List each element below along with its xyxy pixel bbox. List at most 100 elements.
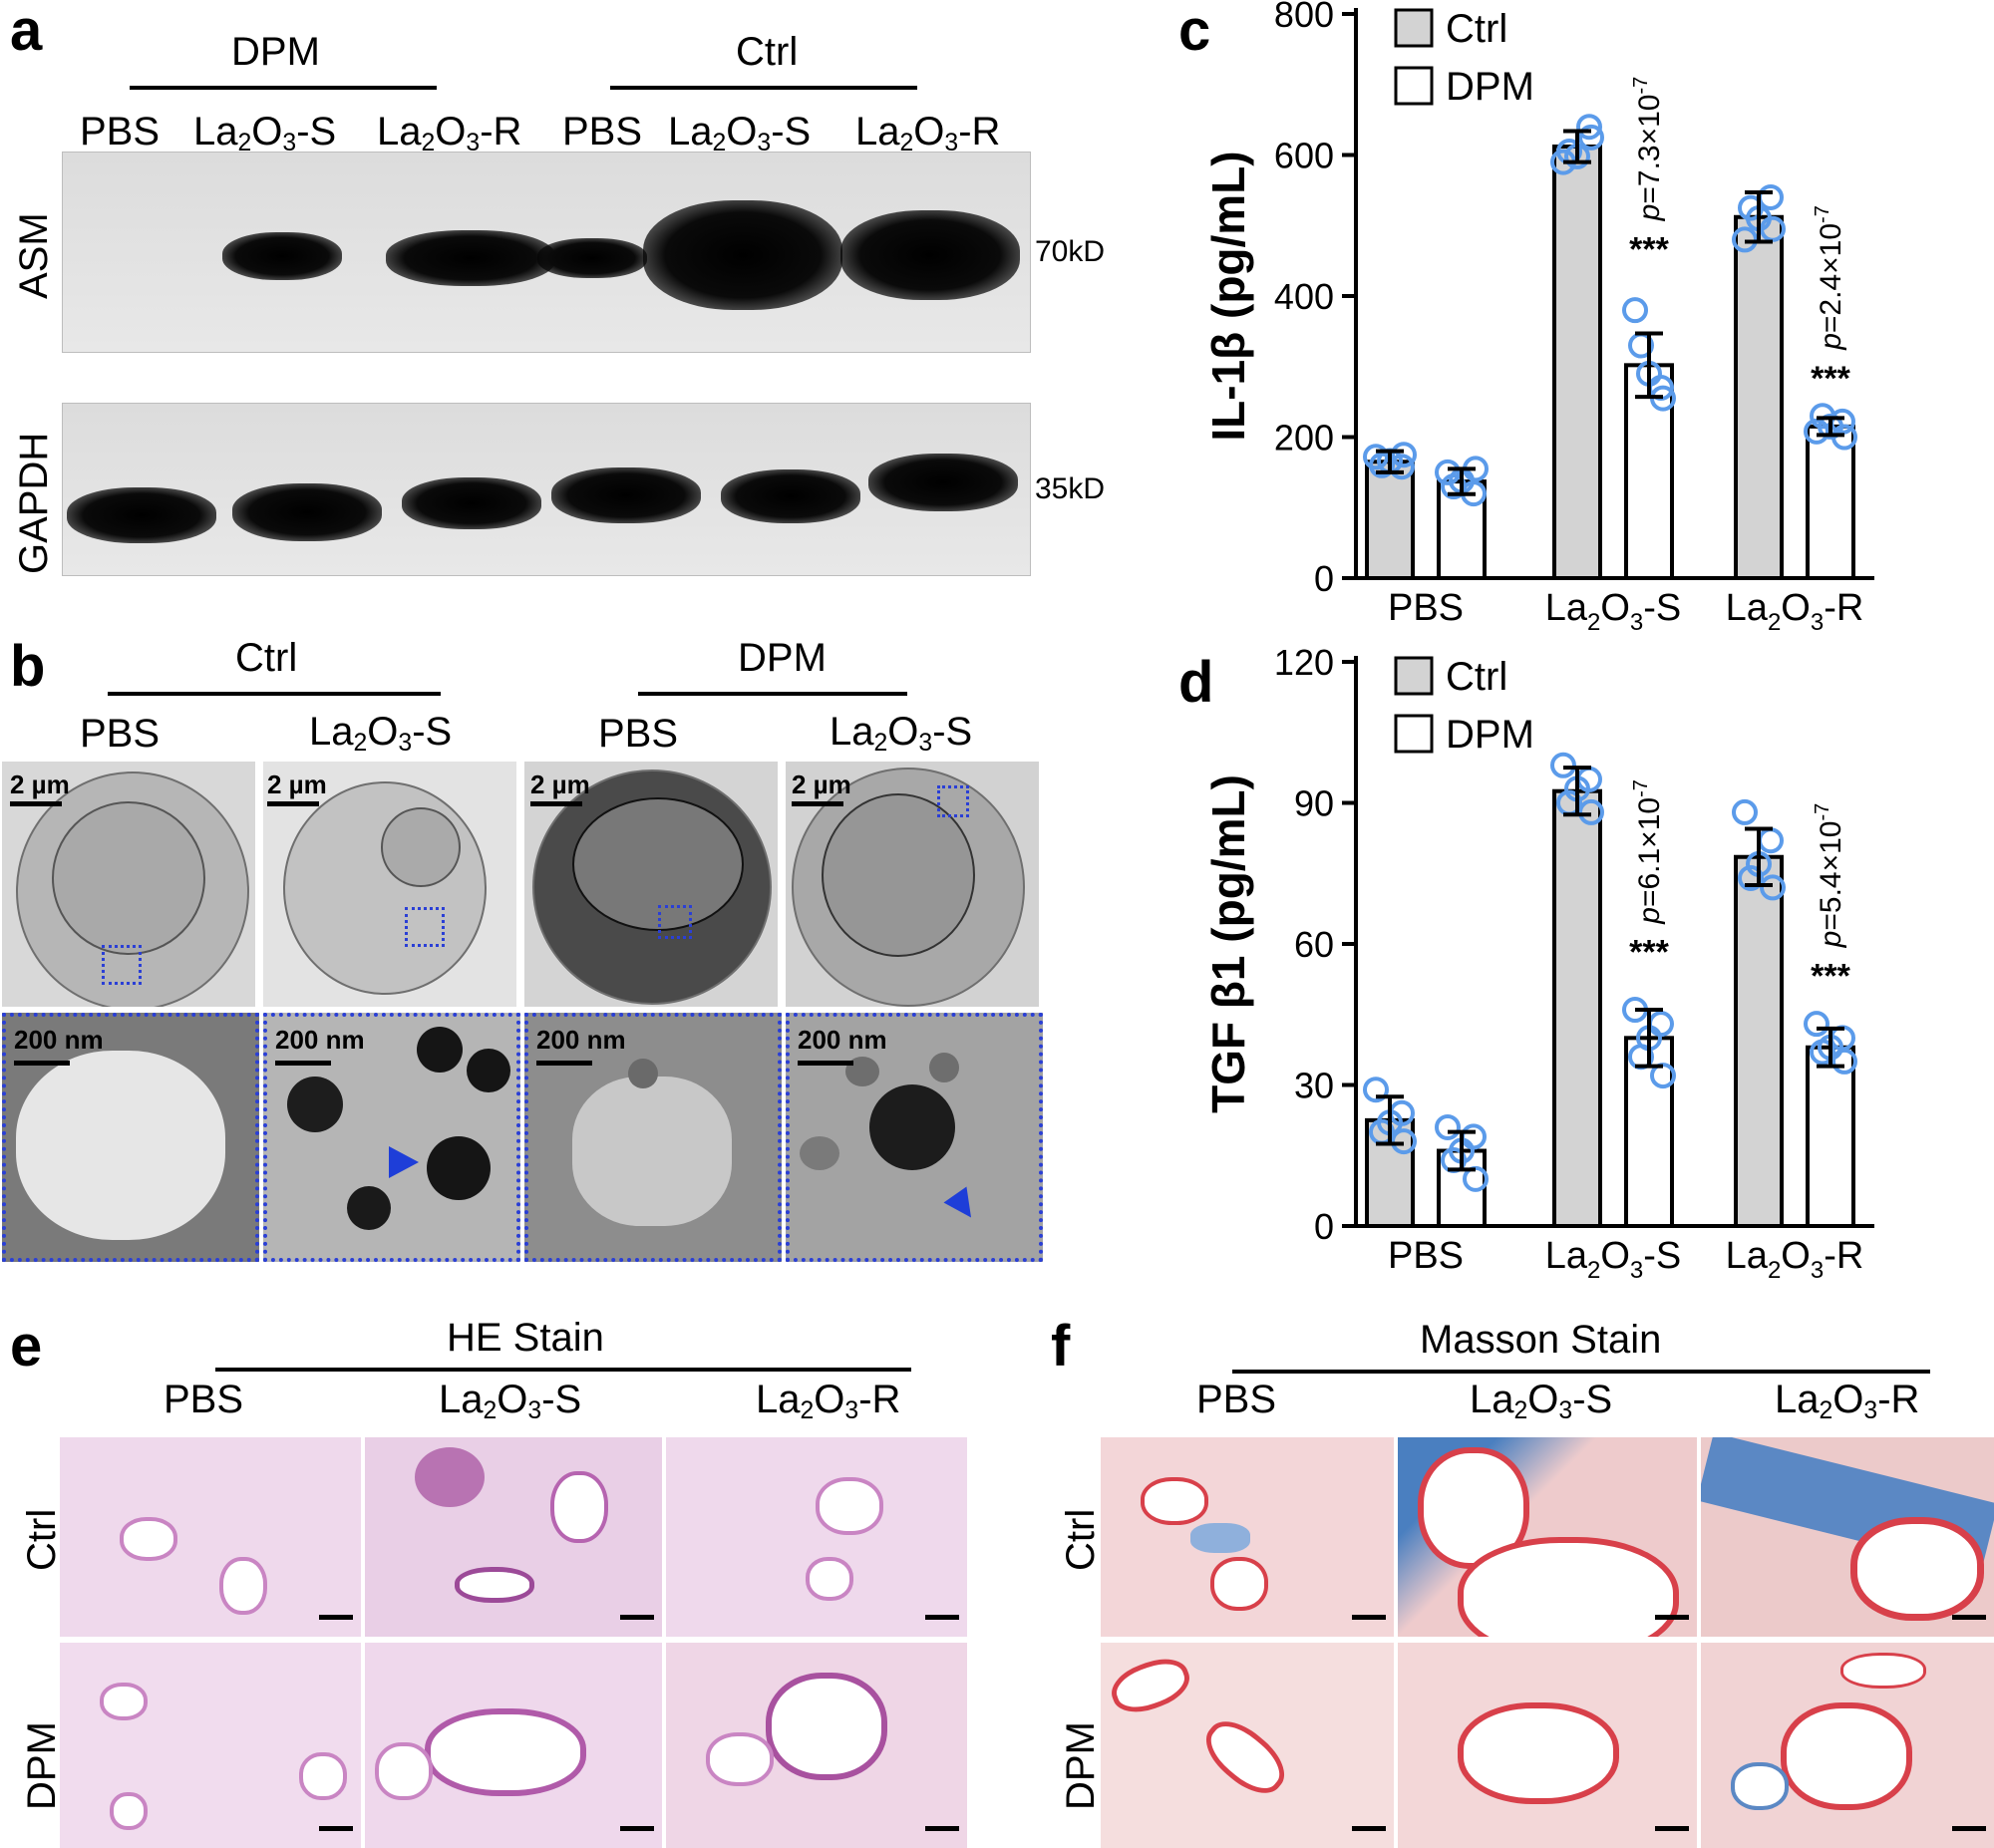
em-particle	[347, 1186, 391, 1230]
gapdh-kd: 35kD	[1035, 472, 1106, 505]
bar	[1734, 214, 1784, 580]
blot-band	[402, 477, 541, 529]
em-vesicle	[16, 1051, 225, 1240]
em-zoom-image: 200 nm	[786, 1013, 1043, 1262]
x-tick-label: La2O3-S	[1545, 587, 1682, 636]
row-label: Ctrl	[1059, 1508, 1103, 1571]
bar	[1734, 854, 1784, 1228]
scale-bar	[1952, 1826, 1986, 1831]
legend-label: Ctrl	[1446, 7, 1507, 51]
scale-bar	[267, 801, 319, 806]
airway	[1850, 1517, 1984, 1621]
scale-label: 200 nm	[14, 1025, 104, 1055]
data-point	[1391, 442, 1417, 468]
y-tick-label: 800	[1274, 0, 1334, 35]
he-image	[365, 1437, 662, 1637]
scale-bar	[798, 1061, 853, 1066]
data-point	[1738, 864, 1764, 891]
significance-stars: ***	[1629, 230, 1669, 268]
y-tick-label: 120	[1274, 648, 1334, 683]
blot-band	[222, 232, 342, 280]
scale-label: 2 µm	[267, 770, 327, 799]
asm-blot	[62, 152, 1031, 353]
significance-stars: ***	[1629, 934, 1669, 972]
scale-bar	[319, 1615, 353, 1620]
airway	[100, 1683, 148, 1720]
airway	[1194, 1708, 1296, 1806]
blot-band	[232, 483, 382, 541]
em-particle	[427, 1136, 491, 1200]
data-point	[1435, 1113, 1461, 1140]
em-roi-box	[102, 945, 142, 985]
em-particle	[929, 1053, 959, 1082]
y-axis-label: IL-1β (pg/mL)	[1202, 151, 1254, 441]
blot-band	[537, 238, 647, 278]
legend-swatch	[1394, 8, 1434, 48]
significance-stars: ***	[1811, 360, 1850, 398]
asm-label: ASM	[12, 212, 56, 299]
y-tick-label: 30	[1294, 1066, 1334, 1106]
panel-e-label: e	[10, 1314, 43, 1379]
data-point	[1391, 1128, 1417, 1155]
data-point	[1622, 297, 1648, 324]
airway	[550, 1471, 608, 1543]
masson-stain-line	[1232, 1370, 1930, 1374]
x-tick-label: PBS	[1388, 587, 1464, 629]
scale-bar	[1952, 1615, 1986, 1620]
masson-image	[1701, 1643, 1994, 1848]
airway	[455, 1567, 534, 1603]
legend-label: Ctrl	[1446, 655, 1507, 699]
data-point	[1578, 124, 1604, 151]
em-roi-box	[937, 785, 969, 817]
airway	[806, 1557, 853, 1601]
airway	[425, 1708, 586, 1796]
col-label: La2O3-S	[830, 710, 973, 758]
group-dpm-line	[130, 86, 437, 90]
data-point	[1576, 114, 1602, 141]
chart-il1b: 0 200 400 600 800 IL-1β (pg/mL) PBS La2O3-S La2O…	[1202, 0, 1874, 636]
em-zoom-image: 200 nm	[263, 1013, 520, 1262]
bar	[1806, 424, 1855, 581]
em-image: 2 µm	[786, 762, 1039, 1007]
data-point	[1831, 1048, 1857, 1075]
scale-bar	[925, 1615, 959, 1620]
scale-bar	[1655, 1826, 1689, 1831]
data-point	[1578, 798, 1604, 825]
scale-bar	[530, 801, 582, 806]
panel-f-label: f	[1051, 1314, 1071, 1379]
airway	[120, 1517, 177, 1561]
y-tick-label: 600	[1274, 136, 1334, 176]
chart-tgfb1: 0 30 60 90 120 TGF β1 (pg/mL) PBS La2O3-S La2O3-…	[1202, 648, 1874, 1284]
infiltrate	[415, 1447, 485, 1507]
col-label: La2O3-S	[439, 1378, 582, 1425]
scale-bar	[620, 1826, 654, 1831]
data-point	[1363, 1077, 1389, 1103]
em-particle	[417, 1027, 463, 1073]
row-label: DPM	[20, 1721, 64, 1810]
gapdh-label: GAPDH	[12, 432, 56, 574]
panel-d-label: d	[1178, 650, 1214, 715]
bar	[1552, 788, 1602, 1228]
data-point	[1550, 752, 1576, 778]
masson-image	[1398, 1437, 1697, 1637]
asm-kd: 70kD	[1035, 235, 1106, 268]
em-nucleus	[52, 801, 205, 955]
scale-label: 200 nm	[798, 1025, 887, 1055]
em-particle	[467, 1049, 510, 1092]
group-dpm-label: DPM	[738, 636, 827, 680]
lane-label: PBS	[562, 110, 643, 154]
lane-label: PBS	[80, 110, 161, 154]
legend-swatch	[1394, 714, 1434, 754]
scale-bar	[1352, 1615, 1386, 1620]
x-tick-label: La2O3-R	[1726, 587, 1864, 636]
em-vesicle	[572, 1077, 732, 1226]
airway	[1210, 1557, 1268, 1611]
lane-label: La2O3-R	[855, 110, 1001, 157]
gapdh-blot	[62, 403, 1031, 576]
airway	[299, 1752, 347, 1800]
scale-label: 2 µm	[792, 770, 851, 799]
airway	[1458, 1537, 1679, 1637]
col-label: PBS	[1196, 1378, 1277, 1421]
airway	[706, 1732, 774, 1786]
airway	[1458, 1702, 1619, 1804]
